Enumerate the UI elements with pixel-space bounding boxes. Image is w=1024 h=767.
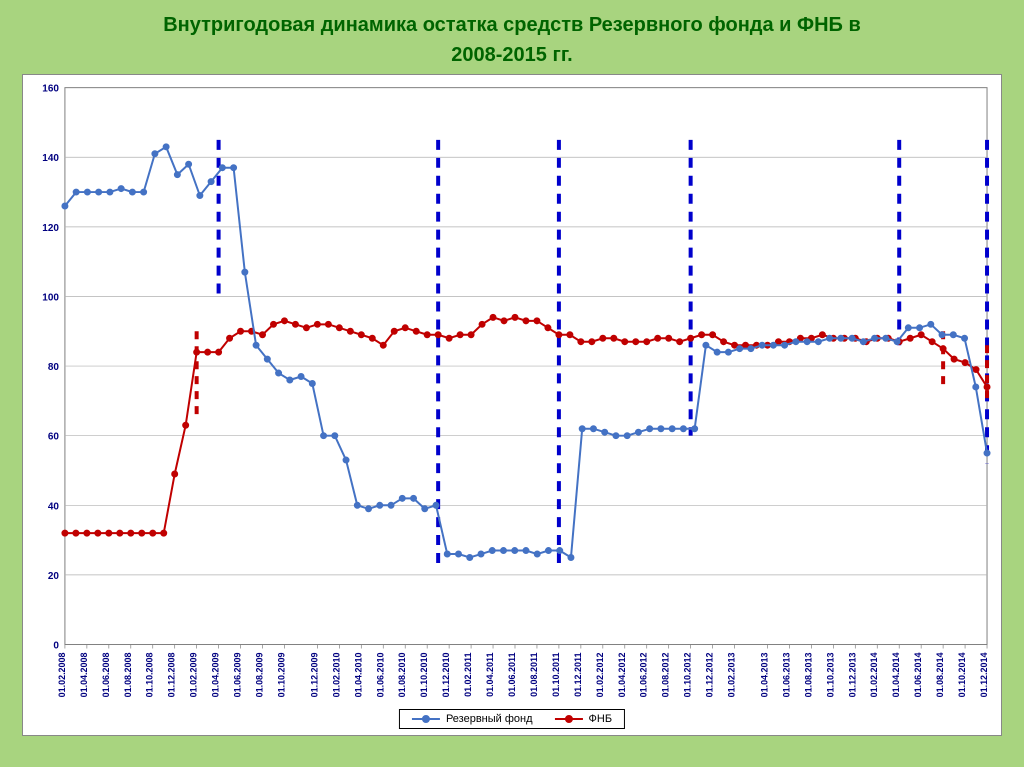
svg-text:01.12.2009: 01.12.2009 bbox=[309, 652, 319, 697]
svg-text:01.08.2010: 01.08.2010 bbox=[397, 652, 407, 697]
svg-text:40: 40 bbox=[48, 501, 60, 512]
chart-svg: 0 20 40 60 80 100 120 140 160 01.02.2008 01.04.200… bbox=[23, 75, 1001, 735]
legend-label-fnb: ФНБ bbox=[589, 713, 613, 725]
svg-text:120: 120 bbox=[42, 223, 59, 234]
svg-text:01.04.2009: 01.04.2009 bbox=[211, 652, 221, 697]
svg-text:60: 60 bbox=[48, 432, 60, 443]
legend-label-reserve: Резервный фонд bbox=[446, 713, 533, 725]
svg-text:01.10.2009: 01.10.2009 bbox=[276, 652, 286, 697]
svg-text:01.10.2010: 01.10.2010 bbox=[419, 652, 429, 697]
svg-text:01.04.2008: 01.04.2008 bbox=[79, 652, 89, 697]
svg-text:01.06.2013: 01.06.2013 bbox=[781, 652, 791, 697]
svg-text:01.04.2012: 01.04.2012 bbox=[617, 652, 627, 697]
chart-container: 0 20 40 60 80 100 120 140 160 01.02.2008 01.04.200… bbox=[22, 74, 1002, 736]
svg-text:01.02.2012: 01.02.2012 bbox=[595, 652, 605, 697]
svg-text:01.02.2014: 01.02.2014 bbox=[869, 652, 879, 697]
svg-text:01.08.2009: 01.08.2009 bbox=[255, 652, 265, 697]
legend-swatch-fnb bbox=[555, 714, 583, 724]
svg-text:01.08.2013: 01.08.2013 bbox=[803, 652, 813, 697]
svg-text:01.10.2013: 01.10.2013 bbox=[825, 652, 835, 697]
svg-text:01.06.2014: 01.06.2014 bbox=[913, 652, 923, 697]
svg-text:01.10.2014: 01.10.2014 bbox=[957, 652, 967, 697]
svg-text:01.08.2012: 01.08.2012 bbox=[661, 652, 671, 697]
svg-text:01.12.2011: 01.12.2011 bbox=[573, 652, 583, 696]
svg-text:01.04.2010: 01.04.2010 bbox=[353, 652, 363, 697]
svg-text:01.06.2009: 01.06.2009 bbox=[233, 652, 243, 697]
svg-text:01.10.2008: 01.10.2008 bbox=[145, 652, 155, 697]
svg-text:01.10.2012: 01.10.2012 bbox=[683, 652, 693, 697]
svg-text:01.02.2013: 01.02.2013 bbox=[727, 652, 737, 697]
svg-text:01.04.2014: 01.04.2014 bbox=[891, 652, 901, 697]
svg-text:01.08.2008: 01.08.2008 bbox=[123, 652, 133, 697]
legend: Резервный фонд ФНБ bbox=[399, 709, 625, 729]
svg-text:01.06.2010: 01.06.2010 bbox=[375, 652, 385, 697]
svg-text:20: 20 bbox=[48, 571, 60, 582]
svg-text:01.04.2013: 01.04.2013 bbox=[759, 652, 769, 697]
svg-text:01.04.2011: 01.04.2011 bbox=[485, 652, 495, 696]
svg-text:01.06.2012: 01.06.2012 bbox=[639, 652, 649, 697]
title-line1: Внутригодовая динамика остатка средств Р… bbox=[163, 14, 861, 36]
svg-text:01.12.2008: 01.12.2008 bbox=[167, 652, 177, 697]
legend-item-fnb: ФНБ bbox=[555, 713, 613, 725]
svg-text:01.02.2010: 01.02.2010 bbox=[331, 652, 341, 697]
title-line2: 2008-2015 гг. bbox=[451, 44, 572, 66]
svg-text:01.02.2011: 01.02.2011 bbox=[463, 652, 473, 696]
svg-text:01.12.2010: 01.12.2010 bbox=[441, 652, 451, 697]
svg-text:0: 0 bbox=[53, 641, 59, 652]
svg-text:01.12.2014: 01.12.2014 bbox=[979, 652, 989, 697]
svg-text:01.02.2008: 01.02.2008 bbox=[57, 652, 67, 697]
chart-title: Внутригодовая динамика остатка средств Р… bbox=[0, 0, 1024, 74]
svg-text:01.06.2008: 01.06.2008 bbox=[101, 652, 111, 697]
legend-swatch-reserve bbox=[412, 714, 440, 724]
svg-text:01.10.2011: 01.10.2011 bbox=[551, 652, 561, 696]
svg-text:01.08.2011: 01.08.2011 bbox=[529, 652, 539, 696]
svg-text:01.12.2012: 01.12.2012 bbox=[705, 652, 715, 697]
svg-text:80: 80 bbox=[48, 362, 60, 373]
svg-text:160: 160 bbox=[42, 84, 59, 95]
svg-text:01.08.2014: 01.08.2014 bbox=[935, 652, 945, 697]
svg-text:01.06.2011: 01.06.2011 bbox=[507, 652, 517, 696]
svg-text:140: 140 bbox=[42, 153, 59, 164]
svg-text:100: 100 bbox=[42, 292, 59, 303]
svg-text:01.12.2013: 01.12.2013 bbox=[847, 652, 857, 697]
legend-item-reserve: Резервный фонд bbox=[412, 713, 533, 725]
svg-text:01.02.2009: 01.02.2009 bbox=[189, 652, 199, 697]
